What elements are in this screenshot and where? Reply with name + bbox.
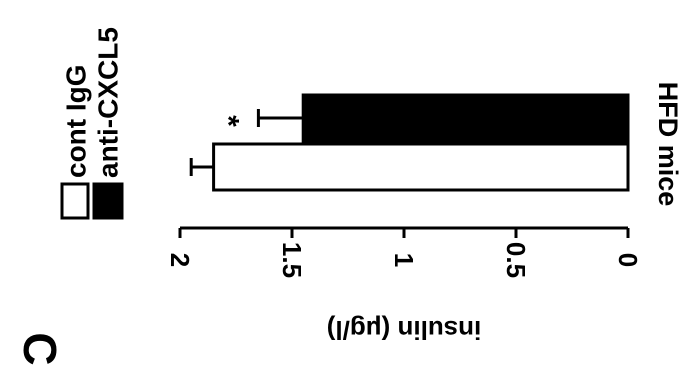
value-axis-tick-label: 1 [389,253,419,267]
legend-swatch-anti-cxcl5 [92,182,124,220]
value-axis-title: insulin (μg/l) [327,315,482,345]
significance-star: * [212,115,245,127]
bar-anti-cxcl5 [301,93,630,146]
legend-label-cont-igg: cont IgG [61,64,92,178]
legend-swatch-cont-igg [60,182,90,220]
bar-cont-igg [212,142,630,192]
legend-label-anti-cxcl5: anti-CXCL5 [93,27,124,178]
value-axis-tick-label: 2 [165,253,195,267]
plot-area: 0 0.5 1 1.5 2 insulin (μg/l) * HFD mice cont IgG… [14,27,683,366]
value-axis-tick-label: 0 [613,253,643,267]
panel-label: C [14,332,66,365]
category-label: HFD mice [653,82,683,207]
value-axis-tick-label: 1.5 [277,242,307,278]
value-axis-tick-label: 0.5 [501,242,531,278]
